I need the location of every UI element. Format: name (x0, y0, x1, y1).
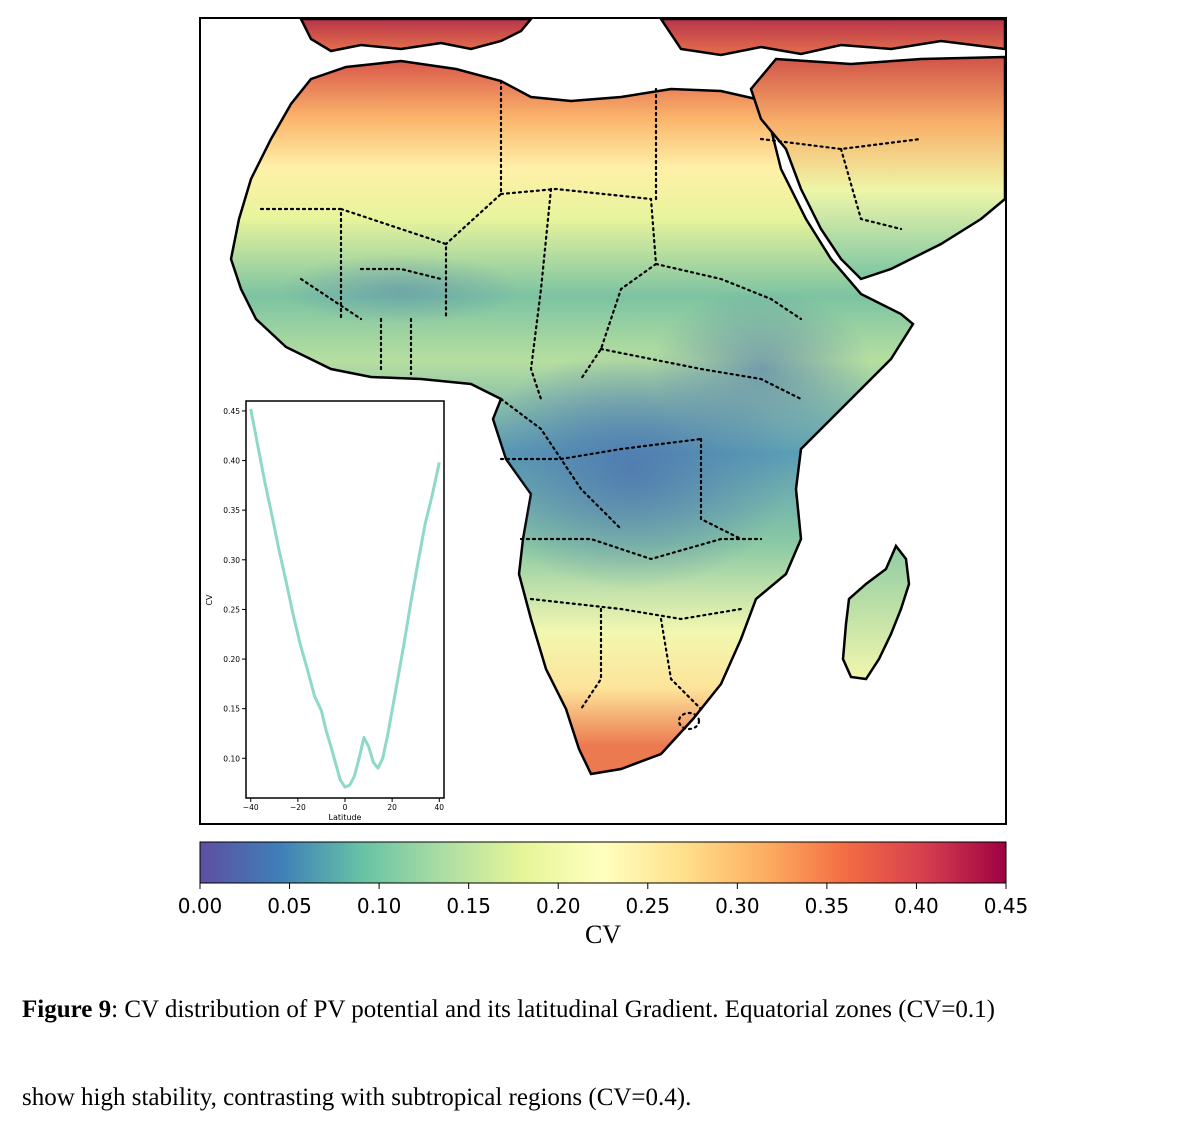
colorbar-tick-label: 0.30 (715, 894, 760, 918)
figure-caption-line-1: Figure 9: CV distribution of PV potentia… (22, 996, 1192, 1024)
figure-caption-line-2: show high stability, contrasting with su… (22, 1084, 1192, 1112)
colorbar-label: CV (585, 920, 621, 949)
colorbar-tick-label: 0.45 (984, 894, 1029, 918)
colorbar-tick-label: 0.25 (626, 894, 671, 918)
arabia-landmass (749, 55, 1005, 281)
colorbar-tick-label: 0.35 (805, 894, 850, 918)
colorbar-tick-label: 0.40 (894, 894, 939, 918)
madagascar-landmass (841, 543, 911, 681)
europe-landmass (299, 19, 533, 53)
caption-text-2: show high stability, contrasting with su… (22, 1084, 692, 1111)
colorbar-tick-label: 0.10 (357, 894, 402, 918)
caption-text-1: : CV distribution of PV potential and it… (111, 996, 996, 1023)
europe-landmass-east (659, 19, 1005, 57)
colorbar-tick-label: 0.15 (446, 894, 491, 918)
africa-cv-map (229, 19, 1005, 776)
colorbar-gradient (199, 841, 1007, 884)
figure-label: Figure 9 (22, 996, 112, 1023)
colorbar-tick-label: 0.20 (536, 894, 581, 918)
map-panel (199, 17, 1007, 825)
colorbar-tick-label: 0.00 (178, 894, 223, 918)
colorbar-tick-label: 0.05 (267, 894, 312, 918)
country-borders (259, 79, 923, 731)
